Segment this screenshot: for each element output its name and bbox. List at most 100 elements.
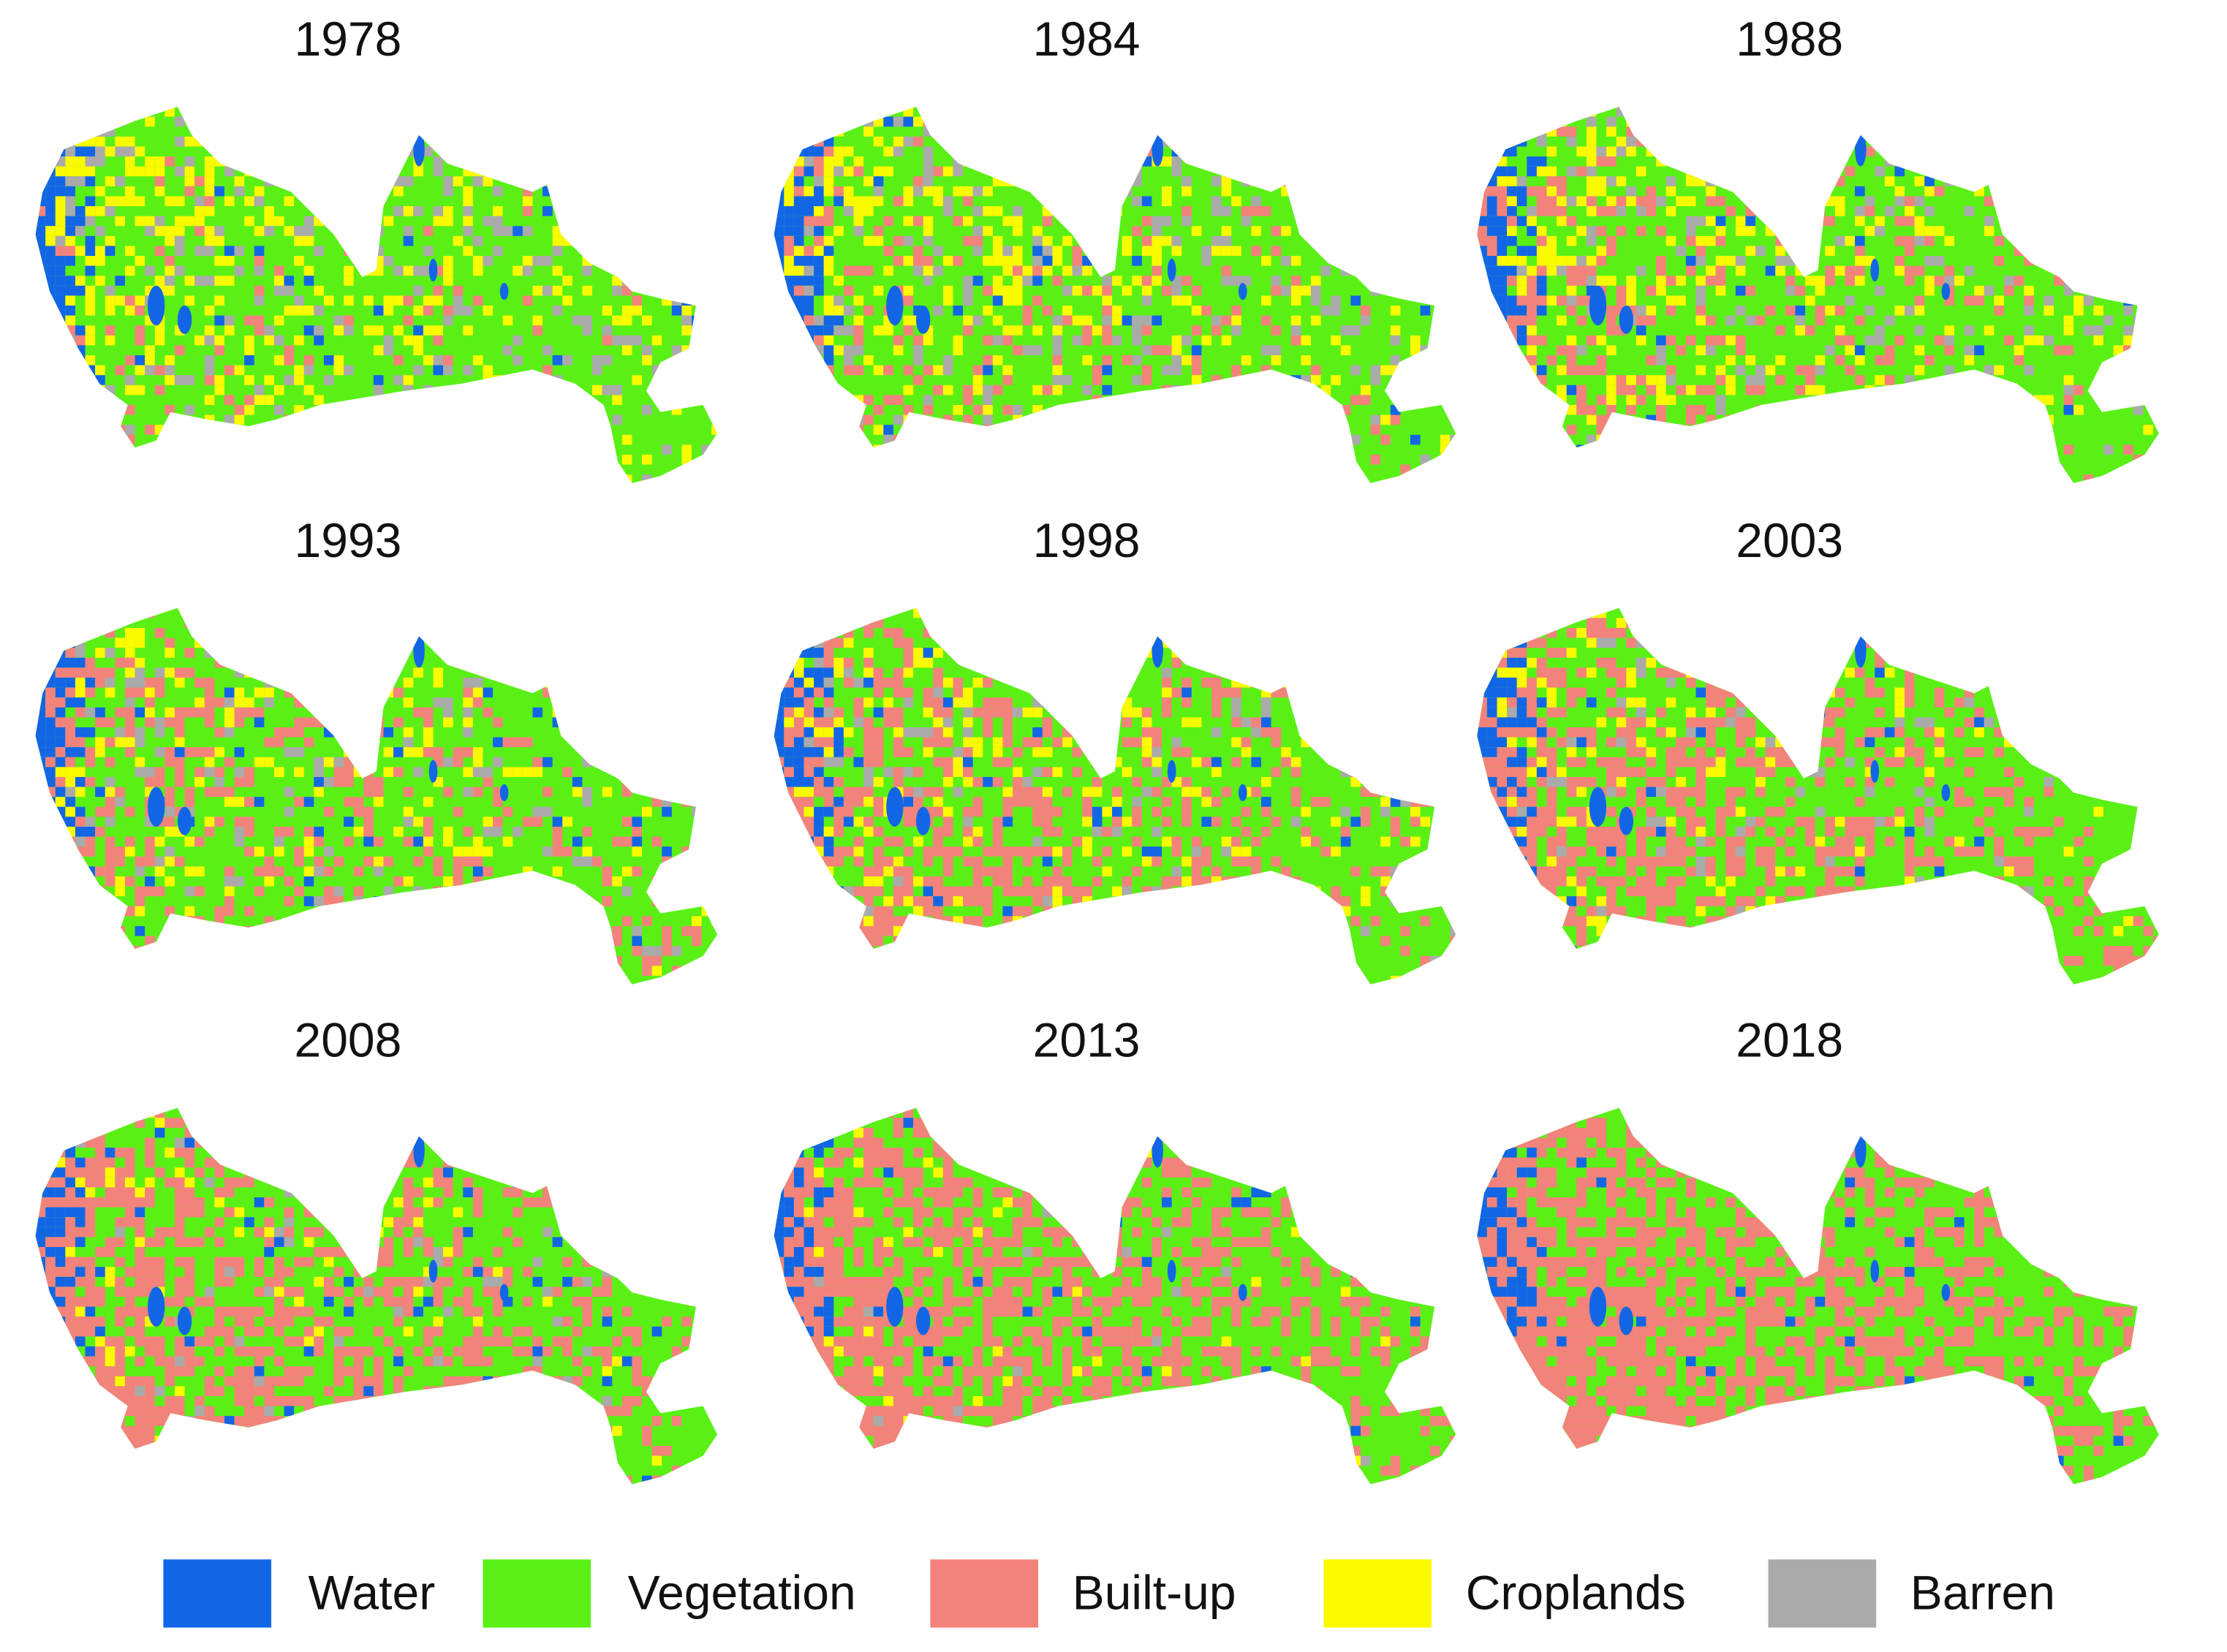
cover-cell: [75, 384, 86, 395]
cover-cell: [85, 455, 96, 465]
cover-cell: [992, 176, 1003, 186]
cover-cell: [303, 876, 314, 887]
cover-cell: [572, 737, 583, 748]
cover-cell: [1725, 126, 1736, 137]
cover-cell: [443, 116, 453, 127]
cover-cell: [1132, 136, 1142, 147]
cover-cell: [722, 887, 732, 897]
cover-cell: [502, 637, 513, 648]
cover-cell: [45, 405, 56, 415]
cover-cell: [1350, 474, 1361, 483]
cover-cell: [1695, 246, 1706, 257]
cover-cell: [722, 837, 732, 847]
cover-cell: [784, 425, 794, 435]
cover-cell: [1261, 717, 1271, 727]
cover-cell: [662, 186, 672, 197]
cover-cell: [1765, 455, 1776, 465]
cover-cell: [1706, 235, 1716, 246]
cover-cell: [85, 235, 96, 246]
cover-cell: [493, 826, 503, 837]
cover-cell: [1715, 196, 1726, 207]
cover-cell: [863, 265, 874, 276]
cover-cell: [314, 464, 324, 475]
cover-cell: [972, 776, 983, 787]
cover-cell: [105, 806, 116, 817]
cover-cell: [784, 365, 794, 376]
cover-cell: [1755, 405, 1766, 415]
cover-cell: [115, 196, 125, 207]
cover-cell: [522, 946, 533, 956]
cover-cell: [472, 846, 483, 857]
cover-cell: [1656, 196, 1666, 207]
cover-cell: [55, 444, 66, 455]
cover-cell: [85, 256, 96, 266]
cover-cell: [522, 256, 533, 266]
cover-cell: [85, 116, 96, 127]
cover-cell: [843, 116, 854, 127]
cover-cell: [1507, 355, 1517, 365]
cover-cell: [75, 607, 86, 618]
cover-cell: [2024, 107, 2034, 117]
cover-cell: [493, 648, 503, 658]
cover-cell: [353, 896, 364, 906]
cover-cell: [1092, 787, 1103, 797]
cover-cell: [1251, 116, 1262, 127]
cover-cell: [1241, 737, 1252, 748]
cover-cell: [784, 206, 794, 216]
cover-cell: [55, 395, 66, 406]
cover-cell: [953, 216, 964, 227]
cover-cell: [1516, 405, 1527, 415]
cover-cell: [923, 787, 934, 797]
cover-cell: [75, 166, 86, 177]
cover-cell: [1290, 767, 1301, 777]
cover-cell: [1834, 355, 1845, 365]
cover-cell: [1855, 246, 1865, 257]
cover-cell: [1251, 637, 1262, 648]
cover-cell: [1231, 276, 1241, 286]
cover-cell: [294, 365, 304, 376]
cover-cell: [1052, 375, 1063, 385]
cover-cell: [1221, 455, 1232, 465]
cover-cell: [562, 355, 572, 365]
cover-cell: [1745, 444, 1756, 455]
cover-cell: [413, 607, 423, 618]
cover-cell: [214, 256, 224, 266]
cover-cell: [774, 677, 784, 688]
cover-cell: [45, 464, 56, 475]
cover-cell: [174, 235, 185, 246]
cover-cell: [722, 365, 732, 376]
cover-cell: [893, 677, 904, 688]
cover-cell: [671, 946, 682, 956]
cover-cell: [55, 265, 66, 276]
cover-cell: [1486, 345, 1497, 356]
cover-cell: [711, 946, 718, 956]
cover-cell: [254, 866, 265, 876]
cover-cell: [1905, 384, 1915, 395]
cover-cell: [35, 866, 46, 876]
cover-cell: [1132, 226, 1142, 236]
cover-cell: [522, 116, 533, 127]
cover-cell: [1775, 116, 1785, 127]
cover-cell: [784, 345, 794, 356]
cover-cell: [1221, 176, 1232, 186]
cover-cell: [1082, 717, 1092, 727]
cover-cell: [204, 757, 215, 768]
cover-cell: [1755, 414, 1766, 425]
cover-cell: [532, 107, 543, 117]
cover-cell: [701, 156, 712, 167]
cover-cell: [423, 826, 434, 837]
cover-cell: [1656, 285, 1666, 296]
cover-cell: [1616, 444, 1627, 455]
cover-cell: [333, 444, 344, 455]
cover-cell: [1082, 787, 1092, 797]
cover-cell: [204, 176, 215, 186]
cover-cell: [1281, 757, 1291, 768]
cover-cell: [344, 265, 354, 276]
cover-cell: [1102, 295, 1113, 306]
cover-cell: [972, 707, 983, 718]
cover-cell: [1735, 335, 1746, 346]
cover-cell: [423, 717, 434, 727]
cover-cell: [2043, 295, 2054, 306]
cover-cell: [1162, 156, 1172, 167]
cover-cell: [2103, 444, 2114, 455]
